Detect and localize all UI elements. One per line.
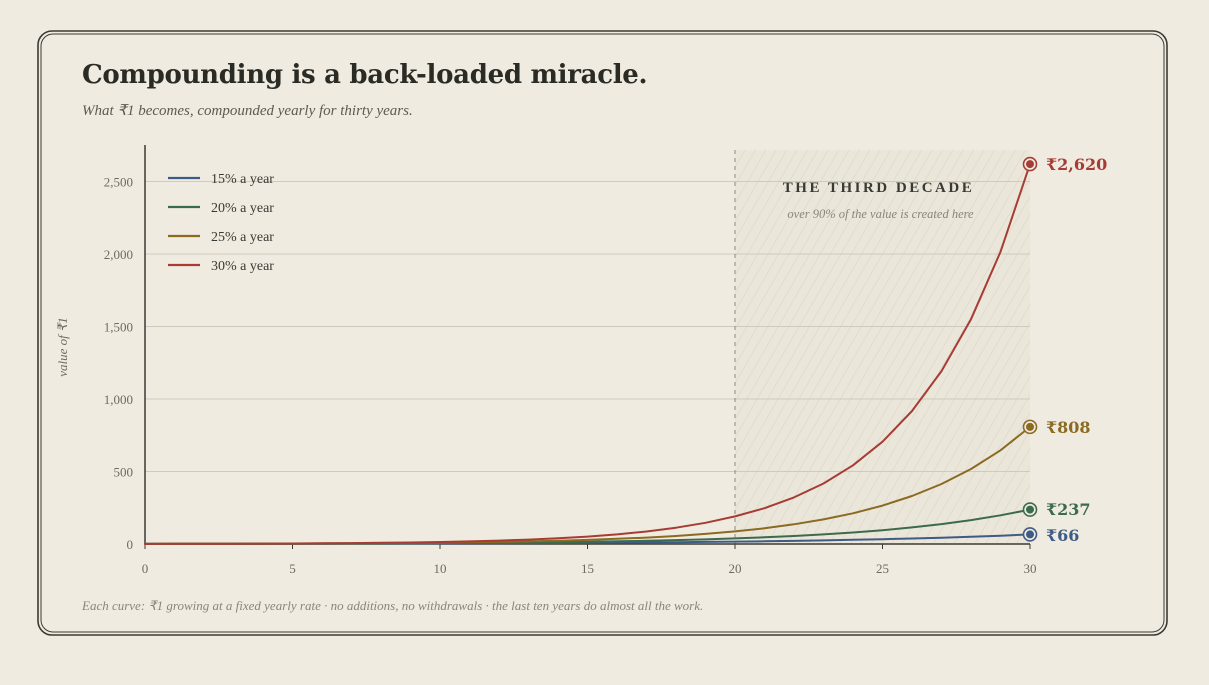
legend-label: 30% a year	[211, 259, 274, 274]
annotation-heading: THE THIRD DECADE	[783, 180, 974, 196]
legend-label: 15% a year	[211, 172, 274, 187]
y-tick-label: 0	[127, 537, 134, 552]
series-end-label: ₹237	[1046, 500, 1091, 519]
third-decade-hatch	[735, 150, 1030, 544]
y-tick-label: 1,500	[104, 320, 133, 335]
series-end-dot	[1026, 530, 1034, 539]
series-line	[144, 163, 1031, 545]
x-tick-label: 25	[876, 561, 889, 576]
y-tick-label: 500	[114, 465, 134, 480]
legend-label: 25% a year	[211, 230, 274, 245]
y-tick-label: 1,000	[104, 392, 133, 407]
x-tick-label: 30	[1024, 561, 1037, 576]
chart-footnote: Each curve: ₹1 growing at a fixed yearly…	[82, 598, 704, 613]
y-tick-label: 2,000	[104, 247, 133, 262]
x-tick-label: 20	[729, 561, 742, 576]
series-end-dot	[1026, 505, 1034, 514]
legend-label: 20% a year	[211, 201, 274, 216]
x-tick-label: 5	[289, 561, 296, 576]
series-end-label: ₹2,620	[1046, 155, 1107, 174]
series-end-dot	[1026, 422, 1034, 431]
chart-subtitle: What ₹1 becomes, compounded yearly for t…	[82, 103, 413, 119]
x-tick-label: 0	[142, 561, 149, 576]
y-tick-label: 2,500	[104, 175, 133, 190]
y-axis-label: value of ₹1	[55, 317, 70, 377]
series-end-dot	[1026, 160, 1034, 169]
x-tick-label: 15	[581, 561, 594, 576]
x-tick-label: 10	[434, 561, 447, 576]
series-end-label: ₹66	[1046, 526, 1079, 545]
chart-title: Compounding is a back-loaded miracle.	[82, 60, 648, 90]
series-end-label: ₹808	[1046, 418, 1091, 437]
annotation-text: over 90% of the value is created here	[787, 207, 974, 221]
